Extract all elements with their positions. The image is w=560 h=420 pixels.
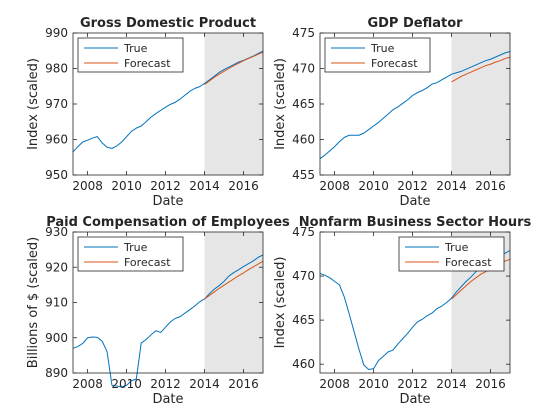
x-axis-label: Date: [399, 392, 430, 407]
x-tick-label: 2008: [72, 179, 103, 193]
y-tick-label: 460: [292, 133, 315, 147]
legend-box: [324, 37, 431, 73]
series-line-forecast: [204, 260, 264, 300]
x-tick-label: 2012: [397, 179, 428, 193]
chart-title: Gross Domestic Product: [80, 16, 256, 31]
legend-label-forecast: Forecast: [124, 57, 171, 70]
legend-box: [398, 236, 505, 272]
y-tick-label: 900: [45, 331, 68, 345]
y-axis-label: Index (scaled): [26, 58, 41, 150]
y-tick-label: 950: [45, 168, 68, 182]
y-tick-label: 990: [45, 26, 68, 40]
legend: True Forecast: [398, 236, 505, 272]
x-tick-label: 2014: [189, 179, 220, 193]
legend-box: [77, 236, 184, 272]
x-tick-label: 2012: [150, 179, 181, 193]
forecast-region-shade: [204, 33, 263, 175]
y-tick-label: 475: [292, 225, 315, 239]
legend-label-true: True: [444, 241, 469, 254]
x-tick-label: 2012: [150, 377, 181, 391]
axes-frame: [319, 231, 511, 374]
y-tick-label: 465: [292, 313, 315, 327]
y-tick-label: 960: [45, 133, 68, 147]
chart-panel-1: 2008 2010 2012 2014 2016 950 960 970 980 990 Gross…: [26, 16, 264, 209]
x-tick-label: 2016: [228, 377, 259, 391]
forecast-region-shade: [204, 232, 263, 373]
y-tick-label: 465: [292, 97, 315, 111]
y-tick-label: 470: [292, 269, 315, 283]
x-axis-label: Date: [152, 392, 183, 407]
chart-panel-4: 2008 2010 2012 2014 2016 460 465 470 475Nonfarm …: [273, 215, 532, 407]
chart-title: Nonfarm Business Sector Hours: [299, 215, 532, 230]
x-axis-label: Date: [399, 194, 430, 209]
y-tick-label: 455: [292, 168, 315, 182]
legend-box: [77, 37, 184, 73]
series-line-true: [319, 50, 511, 160]
x-tick-label: 2008: [72, 377, 103, 391]
legend-label-forecast: Forecast: [445, 256, 492, 269]
y-tick-label: 475: [292, 26, 315, 40]
x-tick-label: 2010: [358, 377, 389, 391]
x-tick-label: 2008: [319, 377, 350, 391]
x-tick-label: 2010: [111, 179, 142, 193]
y-tick-label: 890: [45, 366, 68, 380]
chart-panel-2: 2008 2010 2012 2014 2016 455 460 465 470 475 GDP D…: [273, 16, 511, 209]
chart-title: GDP Deflator: [367, 16, 463, 31]
y-tick-label: 970: [45, 97, 68, 111]
x-tick-label: 2014: [436, 179, 467, 193]
chart-panel-3: 2008 2010 2012 2014 2016 890 900 910 920 930Paid …: [26, 215, 290, 407]
legend: True Forecast: [77, 236, 184, 272]
x-tick-label: 2008: [319, 179, 350, 193]
x-tick-label: 2016: [228, 179, 259, 193]
y-axis-label: Index (scaled): [273, 257, 288, 349]
y-axis-label: Index (scaled): [273, 58, 288, 150]
legend-label-true: True: [123, 241, 148, 254]
legend-label-forecast: Forecast: [124, 256, 171, 269]
chart-title: Paid Compensation of Employees: [46, 215, 290, 230]
x-tick-label: 2010: [111, 377, 142, 391]
y-tick-label: 980: [45, 62, 68, 76]
legend: True Forecast: [77, 37, 184, 73]
series-line-true: [72, 254, 264, 388]
x-tick-label: 2012: [397, 377, 428, 391]
series-line-forecast: [204, 51, 264, 85]
y-tick-label: 460: [292, 357, 315, 371]
x-tick-label: 2016: [475, 377, 506, 391]
legend-label-true: True: [123, 42, 148, 55]
legend: True Forecast: [324, 37, 431, 73]
x-tick-label: 2014: [436, 377, 467, 391]
series-line-forecast: [451, 56, 511, 83]
x-tick-label: 2010: [358, 179, 389, 193]
series-line-true: [72, 50, 264, 153]
legend-label-true: True: [370, 42, 395, 55]
x-tick-label: 2016: [475, 179, 506, 193]
x-axis-label: Date: [152, 194, 183, 209]
legend-label-forecast: Forecast: [371, 57, 418, 70]
forecast-region-shade: [451, 33, 510, 175]
y-tick-label: 930: [45, 225, 68, 239]
y-axis-label: Billions of $ (scaled): [26, 237, 41, 368]
y-tick-label: 470: [292, 62, 315, 76]
y-tick-label: 910: [45, 296, 68, 310]
y-tick-label: 920: [45, 260, 68, 274]
x-tick-label: 2014: [189, 377, 220, 391]
